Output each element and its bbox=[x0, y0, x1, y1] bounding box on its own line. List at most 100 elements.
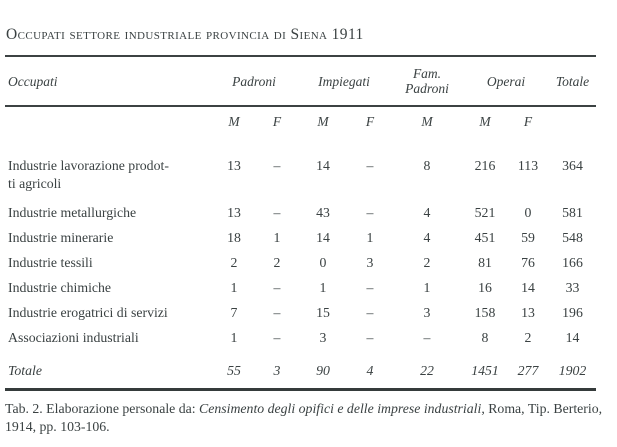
table-caption: Tab. 2. Elaborazione personale da: Censi… bbox=[5, 400, 611, 436]
cell-impiegati-f: – bbox=[366, 330, 374, 345]
cell-totale: 33 bbox=[565, 280, 580, 295]
table-row: Industrie tessili 2 2 0 3 2 81 76 166 bbox=[5, 251, 596, 276]
cell-padroni-f: – bbox=[273, 330, 281, 345]
cell-padroni-m: 1 bbox=[230, 330, 238, 345]
row-label: Industrie minerarie bbox=[8, 230, 114, 245]
cell-fam-padroni-m: 8 bbox=[423, 158, 431, 173]
cell-totale: 581 bbox=[562, 205, 583, 220]
cell-totale: 166 bbox=[562, 255, 583, 270]
cell-padroni-m: 13 bbox=[227, 158, 241, 173]
cell-padroni-f: 1 bbox=[273, 230, 281, 245]
cell-fam-padroni-m: 1 bbox=[423, 280, 431, 295]
cell-padroni-f: 2 bbox=[273, 255, 281, 270]
table-row: Industrie lavorazione prodot- ti agricol… bbox=[5, 153, 596, 201]
cell-totale: 364 bbox=[562, 158, 583, 173]
cell-impiegati-f: – bbox=[366, 158, 374, 173]
cell-operai-f: 14 bbox=[521, 280, 535, 295]
table-title: Occupati settore industriale provincia d… bbox=[6, 26, 364, 43]
cell-impiegati-m: 14 bbox=[316, 158, 330, 173]
subheader-empty bbox=[5, 106, 211, 153]
row-label: Industrie tessili bbox=[8, 255, 93, 270]
cell-operai-m: 451 bbox=[474, 230, 496, 245]
cell-impiegati-m: 3 bbox=[319, 330, 327, 345]
cell-impiegati-f: – bbox=[366, 205, 374, 220]
cell-impiegati-f: 3 bbox=[366, 255, 374, 270]
cell-padroni-f: 3 bbox=[273, 363, 281, 378]
cell-operai-m: 81 bbox=[478, 255, 492, 270]
cell-operai-m: 1451 bbox=[471, 363, 499, 378]
cell-totale: 548 bbox=[562, 230, 583, 245]
cell-totale: 14 bbox=[565, 330, 580, 345]
row-label: Industrie lavorazione prodot- ti agricol… bbox=[8, 158, 169, 191]
row-label: Industrie erogatrici di servizi bbox=[8, 305, 168, 320]
caption-suffix: , Roma, Tip. Berterio, 1914, pp. 103-106… bbox=[5, 401, 603, 434]
table-row: Industrie metallurgiche 13 – 43 – 4 521 … bbox=[5, 201, 596, 226]
occupati-table: Occupati Padroni Impiegati Fam. Padroni … bbox=[5, 55, 596, 391]
subcol-fam-padroni-m: M bbox=[421, 114, 433, 129]
subcol-operai-f: F bbox=[523, 114, 533, 129]
cell-operai-f: 76 bbox=[521, 255, 535, 270]
cell-operai-m: 521 bbox=[474, 205, 496, 220]
cell-impiegati-m: 15 bbox=[316, 305, 330, 320]
row-label: Associazioni industriali bbox=[8, 330, 139, 345]
caption-source-title: Censimento degli opifici e delle imprese… bbox=[199, 401, 482, 416]
cell-fam-padroni-m: 4 bbox=[423, 230, 431, 245]
table-row: Industrie erogatrici di servizi 7 – 15 –… bbox=[5, 301, 596, 326]
subcol-operai-m: M bbox=[479, 114, 491, 129]
cell-padroni-m: 2 bbox=[230, 255, 238, 270]
table-row: Associazioni industriali 1 – 3 – – 8 2 1… bbox=[5, 326, 596, 351]
cell-padroni-f: – bbox=[273, 280, 281, 295]
cell-impiegati-f: 1 bbox=[366, 230, 374, 245]
cell-totale: 196 bbox=[562, 305, 583, 320]
cell-totale: 1902 bbox=[558, 363, 587, 378]
total-row: Totale 55 3 90 4 22 1451 277 1902 bbox=[5, 351, 596, 390]
cell-operai-m: 216 bbox=[474, 158, 496, 173]
cell-operai-f: 0 bbox=[524, 205, 532, 220]
cell-padroni-m: 18 bbox=[227, 230, 241, 245]
cell-fam-padroni-m: – bbox=[423, 330, 431, 345]
cell-fam-padroni-m: 3 bbox=[423, 305, 431, 320]
cell-impiegati-f: 4 bbox=[366, 363, 374, 378]
row-label: Industrie metallurgiche bbox=[8, 205, 137, 220]
subcol-impiegati-m: M bbox=[317, 114, 329, 129]
row-label: Industrie chimiche bbox=[8, 280, 112, 295]
caption-prefix: Tab. 2. Elaborazione personale da: bbox=[5, 401, 200, 416]
cell-operai-m: 8 bbox=[481, 330, 489, 345]
cell-padroni-f: – bbox=[273, 205, 281, 220]
cell-fam-padroni-m: 22 bbox=[420, 363, 434, 378]
cell-impiegati-m: 43 bbox=[316, 205, 330, 220]
cell-operai-f: 113 bbox=[517, 158, 539, 173]
subcol-impiegati-f: F bbox=[365, 114, 375, 129]
cell-operai-f: 13 bbox=[521, 305, 535, 320]
header-group-row: Occupati Padroni Impiegati Fam. Padroni … bbox=[5, 56, 596, 107]
table-row: Industrie chimiche 1 – 1 – 1 16 14 33 bbox=[5, 276, 596, 301]
cell-operai-m: 158 bbox=[474, 305, 496, 320]
header-sex-row: M F M F M M F bbox=[5, 106, 596, 153]
cell-operai-f: 2 bbox=[524, 330, 532, 345]
cell-padroni-m: 55 bbox=[227, 363, 241, 378]
cell-impiegati-m: 14 bbox=[316, 230, 330, 245]
cell-operai-f: 59 bbox=[521, 230, 535, 245]
cell-impiegati-m: 0 bbox=[319, 255, 327, 270]
cell-impiegati-m: 90 bbox=[316, 363, 330, 378]
col-header-operai: Operai bbox=[463, 56, 549, 107]
col-header-impiegati: Impiegati bbox=[297, 56, 391, 107]
cell-impiegati-f: – bbox=[366, 280, 374, 295]
col-header-padroni: Padroni bbox=[211, 56, 297, 107]
cell-impiegati-f: – bbox=[366, 305, 374, 320]
subcol-padroni-f: F bbox=[272, 114, 282, 129]
subcol-totale-empty bbox=[549, 106, 596, 153]
cell-padroni-m: 13 bbox=[227, 205, 241, 220]
col-header-totale: Totale bbox=[549, 56, 596, 107]
cell-operai-f: 277 bbox=[517, 363, 539, 378]
cell-padroni-m: 7 bbox=[230, 305, 238, 320]
table-row: Industrie minerarie 18 1 14 1 4 451 59 5… bbox=[5, 226, 596, 251]
cell-padroni-m: 1 bbox=[230, 280, 238, 295]
col-header-occupati: Occupati bbox=[5, 56, 211, 107]
col-header-fam-padroni: Fam. Padroni bbox=[391, 56, 463, 107]
cell-fam-padroni-m: 4 bbox=[423, 205, 431, 220]
subcol-padroni-m: M bbox=[228, 114, 240, 129]
cell-impiegati-m: 1 bbox=[319, 280, 327, 295]
total-row-label: Totale bbox=[8, 363, 42, 378]
